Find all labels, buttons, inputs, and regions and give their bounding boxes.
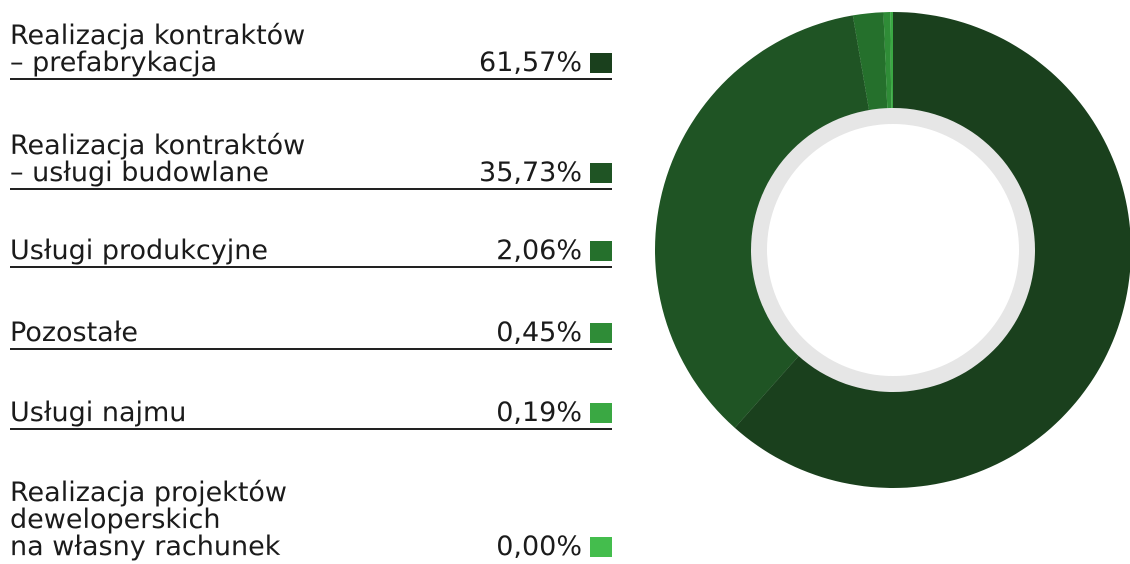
- legend-row: Realizacja kontraktów – prefabrykacja 61,…: [10, 22, 612, 80]
- value-label: 0,45%: [496, 317, 582, 348]
- legend-swatch: [590, 163, 612, 183]
- inner-hole: [767, 124, 1019, 376]
- legend-label: Realizacja kontraktów – prefabrykacja: [10, 20, 306, 78]
- legend-label: Realizacja kontraktów – usługi budowlane: [10, 130, 306, 188]
- legend-row: Realizacja projektów deweloperskich na w…: [10, 479, 612, 562]
- legend-swatch: [590, 537, 612, 557]
- legend-label: Pozostałe: [10, 317, 139, 348]
- donut-slice: [890, 12, 893, 131]
- legend-label: Usługi najmu: [10, 397, 187, 428]
- value-label: 0,00%: [496, 531, 582, 562]
- value-label: 0,19%: [496, 397, 582, 428]
- legend-swatch: [590, 323, 612, 343]
- legend-label: Usługi produkcyjne: [10, 235, 268, 266]
- legend-row: Realizacja kontraktów – usługi budowlane…: [10, 132, 612, 190]
- legend-row: Usługi najmu 0,19%: [10, 399, 612, 430]
- legend-swatch: [590, 403, 612, 423]
- value-label: 35,73%: [479, 157, 582, 188]
- value-label: 2,06%: [496, 235, 582, 266]
- value-label: 61,57%: [479, 47, 582, 78]
- legend-swatch: [590, 241, 612, 261]
- donut-slice: [883, 12, 892, 131]
- legend-row: Usługi produkcyjne 2,06%: [10, 237, 612, 268]
- legend-swatch: [590, 53, 612, 73]
- legend-row: Pozostałe 0,45%: [10, 319, 612, 350]
- donut-slice: [852, 12, 889, 132]
- legend-label: Realizacja projektów deweloperskich na w…: [10, 477, 288, 562]
